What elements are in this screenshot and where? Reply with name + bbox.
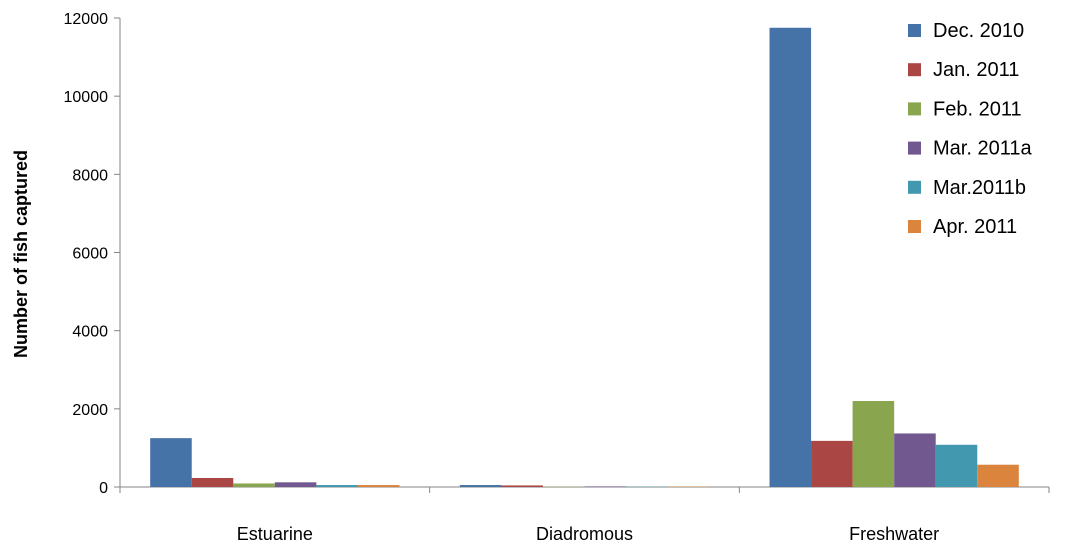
y-axis-ticks: 0 2000 4000 6000 8000 10000 12000 [64, 11, 120, 497]
x-category-label: Estuarine [237, 524, 313, 544]
bar [357, 485, 400, 487]
legend-swatch [908, 102, 921, 116]
x-axis-ticks: Estuarine Diadromous Freshwater [119, 487, 1050, 544]
bar [935, 444, 978, 487]
legend: Dec. 2010 Jan. 2011 Feb. 2011 Mar. 2011a Mar… [908, 20, 1032, 238]
legend-label: Apr. 2011 [933, 216, 1017, 238]
bar [977, 464, 1019, 487]
bar [459, 485, 502, 487]
y-tick-label: 12000 [64, 11, 109, 28]
y-tick-label: 10000 [64, 89, 109, 106]
y-tick-label: 4000 [72, 324, 108, 341]
legend-swatch [908, 220, 921, 233]
bar [769, 27, 812, 487]
bar [316, 485, 358, 487]
y-axis-title: Number of fish captured [11, 150, 31, 358]
legend-label: Jan. 2011 [933, 59, 1019, 81]
legend-swatch [908, 24, 921, 37]
legend-label: Feb. 2011 [933, 98, 1022, 120]
bar [894, 433, 936, 487]
legend-swatch [908, 180, 921, 194]
bars [150, 27, 1019, 487]
y-tick-label: 0 [99, 480, 108, 497]
legend-label: Dec. 2010 [933, 20, 1024, 42]
legend-label: Mar.2011b [933, 177, 1026, 199]
y-tick-label: 8000 [72, 167, 108, 184]
y-tick-label: 6000 [72, 246, 108, 263]
bar [584, 486, 627, 487]
legend-swatch [908, 141, 921, 155]
bar [274, 482, 317, 487]
bar [501, 485, 543, 487]
bar [191, 478, 234, 487]
bar [811, 440, 853, 487]
x-category-label: Diadromous [536, 524, 633, 544]
legend-label: Mar. 2011a [933, 138, 1032, 160]
x-category-label: Freshwater [849, 524, 939, 544]
plot-area: 0 2000 4000 6000 8000 10000 12000 Estuarine Dia… [64, 11, 1050, 544]
bar [852, 401, 895, 487]
bar [233, 483, 275, 487]
y-tick-label: 2000 [72, 402, 108, 419]
bar [150, 438, 192, 487]
legend-swatch [908, 63, 921, 77]
